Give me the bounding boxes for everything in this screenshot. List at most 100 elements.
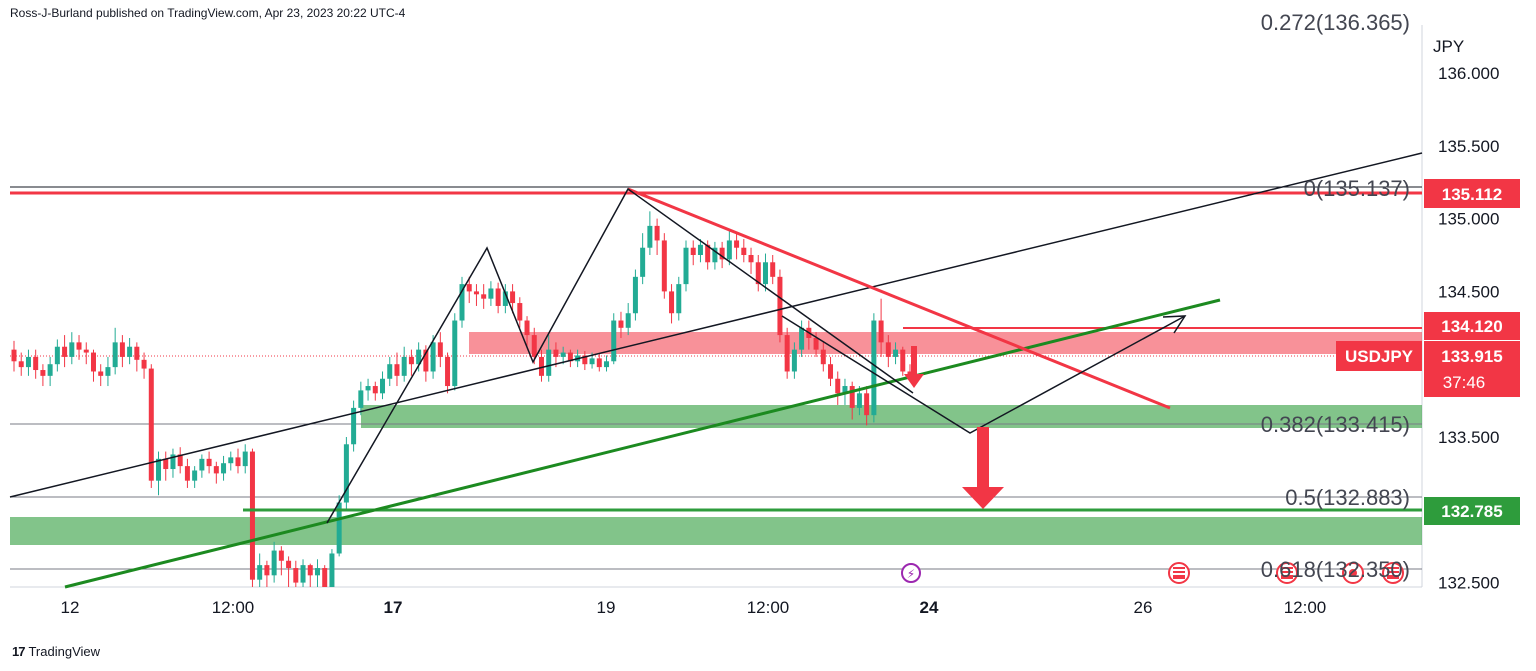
symbol-tag: USDJPY: [1336, 341, 1422, 371]
candle-body: [199, 458, 205, 471]
candle-body: [871, 320, 877, 416]
candle-body: [531, 335, 537, 357]
price-chart[interactable]: ⚡ 0.272(136.365) 0(135.137) 0.382(133.41…: [0, 0, 1536, 640]
candle-body: [380, 378, 386, 394]
candle-body: [249, 451, 255, 580]
candle-body: [76, 342, 82, 350]
tradingview-logo-icon: 17: [12, 644, 26, 659]
candle-body: [835, 378, 841, 394]
candle-body: [264, 565, 270, 576]
fib-label-0382: 0.382(133.415): [1261, 412, 1410, 437]
candle-body: [18, 361, 24, 368]
large-down-arrow: [962, 427, 1004, 509]
candle-body: [589, 358, 595, 365]
candle-body: [524, 320, 530, 336]
record-event-icon[interactable]: [1342, 562, 1364, 584]
candle-body: [748, 255, 754, 263]
candle-body: [777, 276, 783, 336]
candle-body: [286, 560, 292, 569]
candle-body: [98, 371, 104, 376]
candle-body: [719, 247, 725, 260]
candle-body: [47, 364, 53, 376]
candle-body: [560, 352, 566, 357]
price-tag-support: 132.785: [1424, 497, 1520, 525]
candle-body: [538, 356, 544, 376]
candle-body: [820, 349, 826, 365]
candle-body: [235, 457, 241, 467]
candle-body: [416, 349, 422, 365]
x-tick-label: 12:00: [747, 598, 790, 617]
candle-body: [567, 352, 573, 362]
candle-body: [654, 225, 660, 241]
candle-body: [762, 262, 768, 285]
candle-body: [596, 358, 602, 368]
event-lightning-icon[interactable]: ⚡: [901, 563, 921, 583]
candle-body: [156, 458, 162, 481]
projection-path: [781, 315, 1186, 434]
candle-body: [683, 247, 689, 285]
candle-body: [741, 247, 747, 255]
candle-body: [770, 262, 776, 277]
candle-body: [228, 457, 234, 464]
candle-body: [343, 444, 349, 503]
x-tick-label: 12:00: [212, 598, 255, 617]
candle-body: [452, 320, 458, 387]
candle-body: [661, 240, 667, 292]
tradingview-brand: TradingView: [28, 644, 101, 659]
candle-body: [502, 291, 508, 306]
candle-body: [907, 371, 913, 376]
candle-body: [647, 225, 653, 248]
candle-body: [726, 240, 732, 260]
candle-body: [127, 346, 133, 357]
us-flag-event-icon[interactable]: [1382, 562, 1404, 584]
x-tick-label: 12:00: [1284, 598, 1327, 617]
fib-label-05: 0.5(132.883): [1285, 485, 1410, 510]
candle-body: [278, 550, 284, 561]
candle-body: [430, 342, 436, 372]
candle-body: [314, 568, 320, 576]
candle-body: [358, 390, 364, 408]
candle-body: [828, 364, 834, 379]
x-tick-label: 17: [384, 598, 403, 617]
candle-body: [799, 327, 805, 350]
candle-body: [734, 240, 740, 248]
svg-text:135.112: 135.112: [1442, 185, 1503, 204]
resistance-zone: [469, 332, 1422, 354]
candle-body: [401, 356, 407, 376]
x-axis[interactable]: 12 12:00 17 19 12:00 24 26 12:00: [61, 598, 1327, 617]
svg-text:133.915: 133.915: [1441, 347, 1502, 366]
candle-body: [481, 294, 487, 299]
candle-body: [885, 342, 891, 357]
us-flag-event-icon[interactable]: [1168, 562, 1190, 584]
candle-body: [495, 288, 501, 306]
price-tag-zone: 134.120: [1424, 312, 1520, 340]
candle-body: [856, 393, 862, 408]
candle-body: [900, 349, 906, 372]
candle-body: [849, 386, 855, 408]
candle-body: [33, 356, 39, 371]
y-tick-label: 135.500: [1438, 137, 1499, 156]
candle-body: [669, 291, 675, 314]
candle-body: [459, 284, 465, 321]
candle-body: [307, 565, 313, 576]
candle-body: [119, 342, 125, 357]
candle-body: [206, 458, 212, 467]
candle-body: [878, 320, 884, 343]
svg-text:⚡: ⚡: [907, 567, 915, 581]
candle-body: [257, 565, 263, 580]
candle-body: [213, 466, 219, 474]
support-zone: [361, 405, 1422, 428]
candle-body: [11, 349, 17, 362]
candle-body: [329, 553, 335, 587]
candle-body: [705, 244, 711, 263]
candle-body: [813, 337, 819, 350]
svg-text:USDJPY: USDJPY: [1345, 347, 1414, 366]
us-flag-event-icon[interactable]: [1276, 562, 1298, 584]
candle-body: [517, 303, 523, 321]
candle-body: [611, 320, 617, 362]
candle-body: [408, 356, 414, 365]
candle-body: [141, 359, 147, 369]
y-tick-label: 135.000: [1438, 210, 1499, 229]
tradingview-footer[interactable]: 17 TradingView: [12, 644, 100, 659]
zigzag-pattern: [326, 187, 914, 524]
